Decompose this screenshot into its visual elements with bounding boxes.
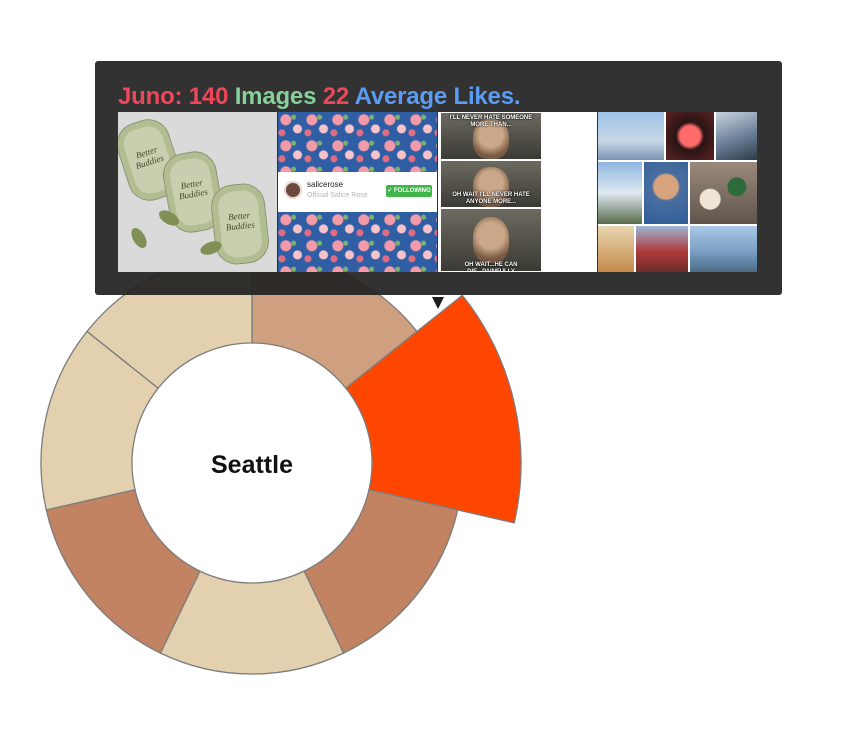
meme-panel: I'LL NEVER HATE SOMEONE MORE THAN...	[441, 113, 541, 159]
photo-tile	[716, 112, 757, 160]
donut-slices	[40, 251, 522, 675]
soap-label: Better Buddies	[225, 209, 256, 233]
meme-caption: OH WAIT I'LL NEVER HATE ANYONE MORE...	[452, 192, 530, 205]
photo-tile	[666, 112, 714, 160]
thumbnail-collage[interactable]	[598, 112, 757, 272]
meme-caption: I'LL NEVER HATE SOMEONE MORE THAN...	[449, 115, 533, 128]
following-button: ✓ FOLLOWING	[386, 185, 432, 197]
meme-face	[473, 167, 509, 207]
tooltip: Juno: 140 Images 22 Average Likes. Bette…	[95, 61, 782, 295]
tooltip-name: Juno:	[118, 83, 183, 110]
profile-username: salicerose	[307, 180, 344, 189]
center-label: Seattle	[211, 451, 293, 479]
meme-caption: OH WAIT...HE CAN DIE...PAINFULLY	[464, 262, 518, 271]
meme-face	[473, 119, 509, 159]
avatar	[284, 181, 302, 199]
photo-tile	[690, 162, 757, 224]
floral-pattern	[278, 212, 437, 272]
profile-subtitle: Official Salice Rose	[307, 192, 368, 199]
likes-count: 22	[322, 83, 349, 110]
meme-panel: OH WAIT...HE CAN DIE...PAINFULLY	[441, 209, 541, 271]
tooltip-title: Juno: 140 Images 22 Average Likes.	[118, 83, 521, 111]
meme-panel: OH WAIT I'LL NEVER HATE ANYONE MORE...	[441, 161, 541, 207]
thumbnail-meme[interactable]: I'LL NEVER HATE SOMEONE MORE THAN... OH …	[438, 112, 597, 272]
thumbnail-soap[interactable]: Better Buddies Better Buddies Better Bud…	[118, 112, 277, 272]
meme-face	[473, 217, 509, 263]
floral-pattern	[278, 112, 437, 172]
soap-bar: Better Buddies	[208, 181, 272, 267]
profile-card: salicerose Official Salice Rose ✓ FOLLOW…	[278, 172, 437, 212]
photo-tile	[644, 162, 688, 224]
images-label: Images	[234, 83, 317, 110]
photo-tile	[636, 226, 688, 272]
soap-label: Better Buddies	[178, 177, 209, 202]
likes-label: Average Likes.	[354, 83, 521, 110]
photo-tile	[598, 112, 664, 160]
photo-tile	[598, 226, 634, 272]
thumbnail-profile[interactable]: salicerose Official Salice Rose ✓ FOLLOW…	[278, 112, 437, 272]
tooltip-pointer-icon	[432, 297, 444, 309]
photo-tile	[598, 162, 642, 224]
images-count: 140	[188, 83, 229, 110]
leaf-decoration	[128, 225, 150, 251]
donut-slice[interactable]	[344, 294, 522, 524]
photo-tile	[690, 226, 757, 272]
